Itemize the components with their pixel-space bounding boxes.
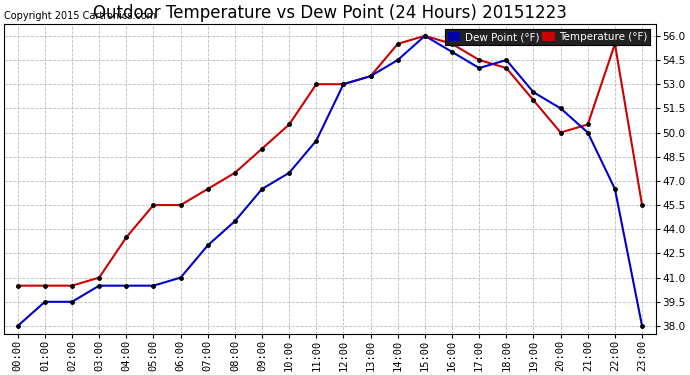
Text: Copyright 2015 Cartronics.com: Copyright 2015 Cartronics.com (4, 10, 157, 21)
Title: Outdoor Temperature vs Dew Point (24 Hours) 20151223: Outdoor Temperature vs Dew Point (24 Hou… (93, 4, 567, 22)
Legend: Dew Point (°F), Temperature (°F): Dew Point (°F), Temperature (°F) (445, 29, 651, 45)
